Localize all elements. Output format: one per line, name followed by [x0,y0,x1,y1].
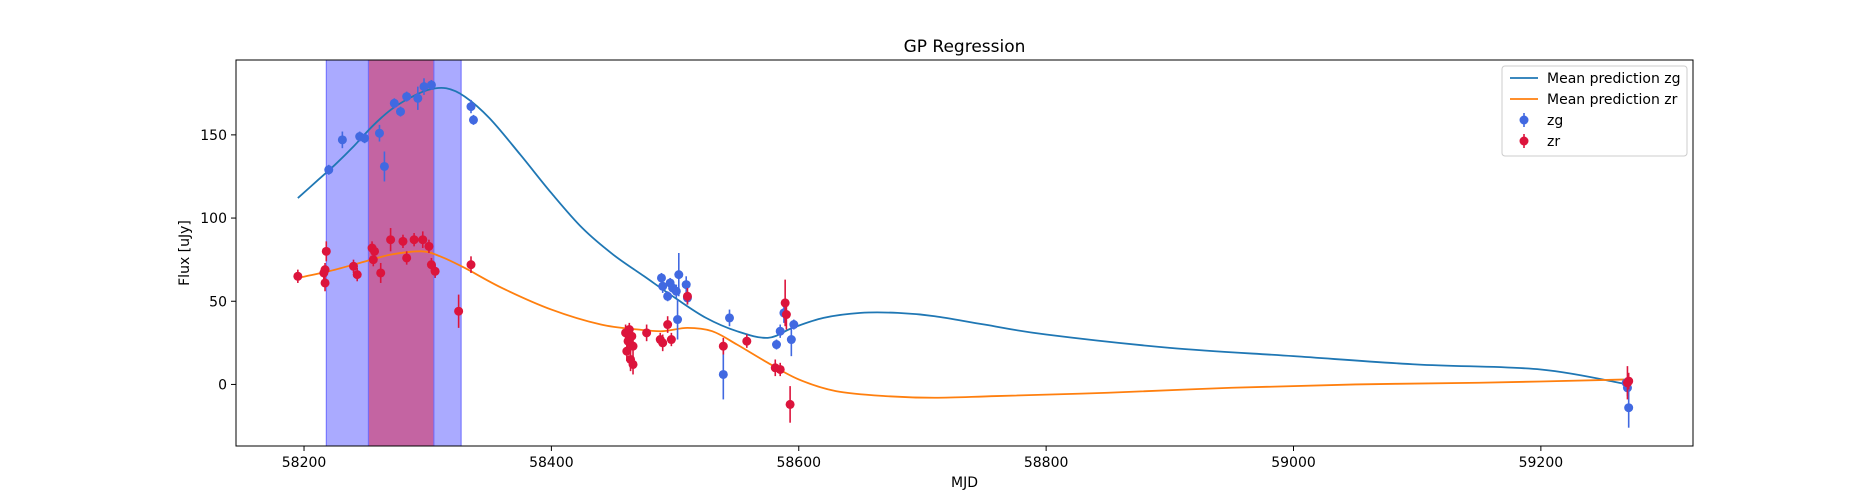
data-points [293,78,1634,428]
data-point [666,335,676,345]
chart-title: GP Regression [904,37,1026,57]
data-point [775,326,785,336]
data-point [468,115,478,125]
legend-label: zr [1547,134,1560,150]
legend-marker-swatch [1519,136,1529,146]
data-point [466,260,476,270]
data-point [426,80,436,90]
data-point [424,241,434,251]
data-point [293,271,303,281]
x-axis-label: MJD [951,475,978,491]
data-point [370,246,380,256]
data-point [413,93,423,103]
series-line [297,250,1628,399]
data-point [352,270,362,280]
data-point [718,369,728,379]
data-point [320,265,330,275]
legend-box [1501,65,1688,157]
legend-marker-swatch [1519,115,1529,125]
data-point [402,253,412,263]
x-tick-label: 59000 [1271,455,1316,471]
data-point [682,291,692,301]
data-point [775,364,785,374]
plot-frame [235,59,1694,447]
legend: Mean prediction zg Mean prediction zr zg zr [1501,65,1688,157]
data-point [781,310,791,320]
data-point [324,165,334,175]
data-point [418,235,428,245]
data-point [360,133,370,143]
data-point [389,98,399,108]
data-point [780,298,790,308]
x-axis: 58200 58400 58600 58800 59000 59200 [282,446,1563,471]
data-point [337,135,347,145]
x-tick-label: 58800 [1024,455,1069,471]
y-tick-label: 100 [200,211,227,227]
data-point [628,359,638,369]
y-tick-label: 50 [209,294,227,310]
data-point [379,161,389,171]
data-point [376,268,386,278]
data-point [320,278,330,288]
series-line [297,86,1628,386]
x-tick-label: 59200 [1519,455,1564,471]
data-point [627,331,637,341]
data-point [628,341,638,351]
data-point [658,281,668,291]
data-point [386,235,396,245]
data-point [368,255,378,265]
x-tick-label: 58200 [282,455,327,471]
data-point [786,335,796,345]
data-point [1624,376,1634,386]
data-point [674,270,684,280]
legend-label: Mean prediction zr [1547,92,1678,108]
data-point [772,340,781,350]
data-point [658,338,668,348]
data-point [663,320,673,330]
data-point [656,273,666,283]
data-point [785,399,795,409]
data-point [789,320,799,330]
legend-label: zg [1547,113,1563,129]
data-point [374,128,384,138]
data-point [622,346,632,356]
data-point [419,82,429,92]
data-point [454,306,464,316]
data-point [396,107,405,117]
data-point [426,260,436,270]
y-tick-label: 0 [218,377,227,393]
data-point [673,315,683,325]
legend-label: Mean prediction zg [1547,71,1681,87]
data-point [398,236,408,246]
data-point [725,313,734,323]
data-point [1624,403,1634,413]
mean-prediction-lines [297,86,1628,399]
y-axis: 0 50 100 150 [200,128,236,393]
data-point [663,291,673,301]
data-point [409,235,419,245]
data-point [321,246,331,256]
shaded-regions [325,59,462,447]
data-point [642,328,652,338]
y-tick-label: 150 [200,128,227,144]
data-point [402,92,412,102]
y-axis-label: Flux [uJy] [177,220,193,286]
data-point [430,266,440,276]
data-point [718,341,728,351]
data-point [742,336,752,346]
x-tick-label: 58600 [776,455,821,471]
data-point [681,280,691,290]
x-tick-label: 58400 [529,455,574,471]
data-point [349,261,358,271]
data-point [466,102,476,112]
